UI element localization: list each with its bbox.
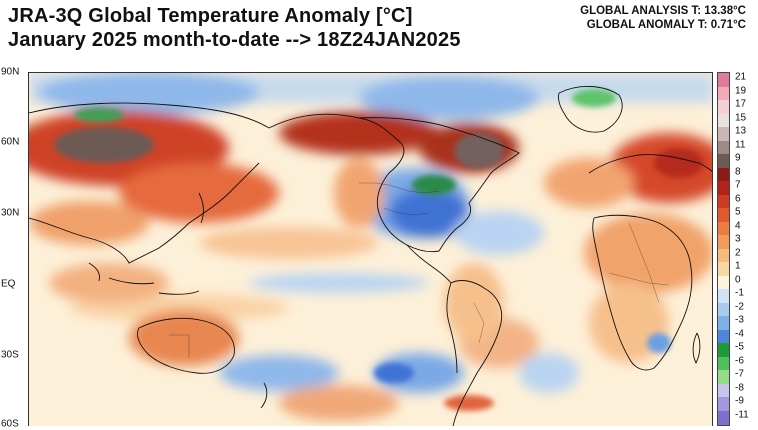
- colorbar-label: 0: [735, 274, 741, 285]
- colorbar-label: -11: [735, 409, 749, 420]
- colorbar-label: -4: [735, 328, 744, 339]
- global-stats: GLOBAL ANALYSIS T: 13.38°C GLOBAL ANOMAL…: [580, 4, 746, 32]
- lat-label-60n: 60N: [1, 136, 20, 148]
- colorbar-swatch: [718, 356, 729, 371]
- anomaly-map-canvas: [29, 73, 712, 426]
- colorbar-swatch: [718, 262, 729, 276]
- colorbar-swatch: [718, 248, 729, 263]
- colorbar-label: -2: [735, 301, 744, 312]
- colorbar-label: 6: [735, 193, 741, 204]
- borders: [169, 182, 670, 358]
- colorbar-swatch: [718, 383, 729, 398]
- global-analysis-value: GLOBAL ANALYSIS T: 13.38°C: [580, 5, 746, 17]
- colorbar-label: 1: [735, 260, 741, 272]
- colorbar-label: 17: [735, 98, 747, 110]
- colorbar-swatch: [718, 235, 729, 249]
- colorbar-label: 21: [735, 71, 747, 83]
- colorbar-label: 15: [735, 112, 747, 123]
- colorbar-label: -7: [735, 368, 744, 380]
- lat-label-90n: 90N: [1, 66, 20, 78]
- lat-label-30n: 30N: [1, 207, 20, 219]
- lat-label-30s: 30S: [1, 349, 19, 361]
- colorbar-label: 8: [735, 166, 741, 177]
- colorbar-swatch: [718, 221, 729, 236]
- anomaly-cores: [54, 89, 704, 411]
- colorbar-label: 11: [735, 139, 746, 150]
- colorbar-label: 2: [735, 247, 741, 258]
- colorbar-label: -8: [735, 382, 744, 393]
- colorbar-label: 9: [735, 152, 741, 164]
- colorbar-swatch: [718, 181, 729, 195]
- colorbar-swatch: [718, 343, 729, 357]
- colorbar-label: 3: [735, 233, 741, 245]
- title-line-1: JRA-3Q Global Temperature Anomaly [°C]: [8, 5, 413, 27]
- colorbar: [717, 72, 730, 426]
- colorbar-label: -1: [735, 287, 744, 299]
- colorbar-label: 7: [735, 179, 741, 191]
- colorbar-label: -3: [735, 314, 744, 326]
- map-title: JRA-3Q Global Temperature Anomaly [°C] J…: [8, 4, 461, 52]
- colorbar-label: -9: [735, 395, 744, 407]
- colorbar-swatch: [718, 127, 729, 141]
- colorbar-label: 5: [735, 206, 741, 218]
- colorbar-swatch: [718, 397, 729, 411]
- colorbar-swatch: [718, 113, 729, 128]
- colorbar-swatch: [718, 275, 729, 290]
- colorbar-label: -6: [735, 355, 744, 366]
- lat-label-60s: 60S: [1, 418, 19, 430]
- colorbar-label: -5: [735, 341, 744, 353]
- colorbar-swatch: [718, 329, 729, 344]
- coastlines: [29, 85, 712, 426]
- colorbar-swatch: [718, 167, 729, 182]
- colorbar-swatch: [718, 289, 729, 303]
- colorbar-label: 4: [735, 220, 741, 231]
- colorbar-swatch: [718, 194, 729, 209]
- anomaly-map: [28, 72, 713, 426]
- global-anomaly-value: GLOBAL ANOMALY T: 0.71°C: [586, 19, 746, 31]
- colorbar-swatch: [718, 73, 729, 87]
- lat-label-eq: EQ: [1, 278, 16, 290]
- colorbar-label: 13: [735, 125, 747, 137]
- colorbar-swatch: [718, 154, 729, 168]
- colorbar-swatch: [718, 140, 729, 155]
- title-line-2: January 2025 month-to-date --> 18Z24JAN2…: [8, 29, 461, 51]
- colorbar-swatch: [718, 410, 729, 425]
- colorbar-swatch: [718, 302, 729, 317]
- colorbar-swatch: [718, 370, 729, 384]
- colorbar-swatch: [718, 86, 729, 101]
- colorbar-swatch: [718, 100, 729, 114]
- colorbar-swatch: [718, 208, 729, 222]
- colorbar-label: 19: [735, 85, 747, 96]
- colorbar-swatch: [718, 316, 729, 330]
